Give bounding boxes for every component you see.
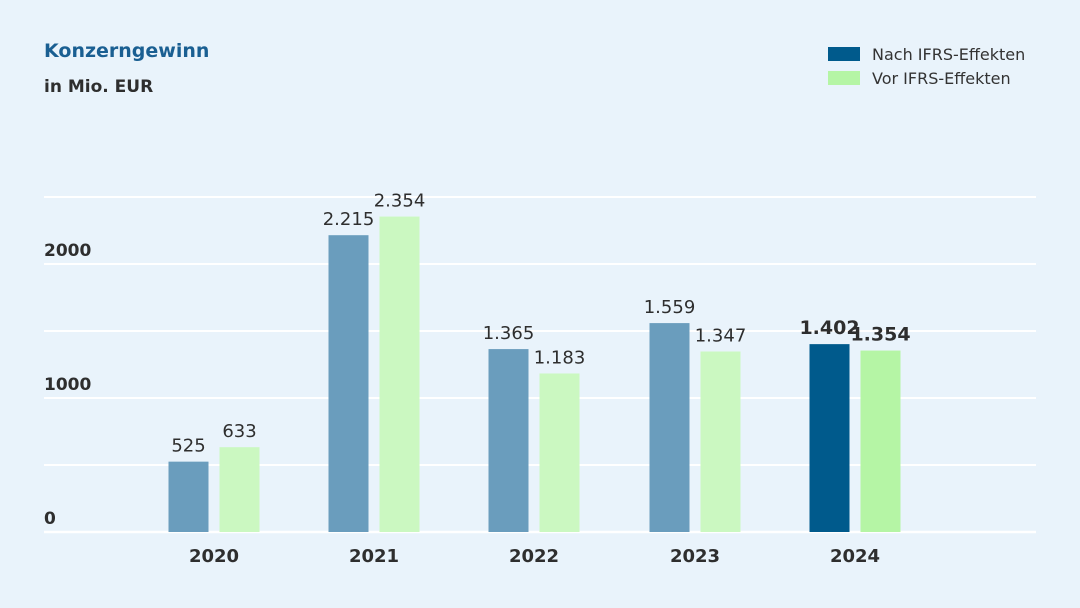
bar-2022-vor-ifrs <box>539 373 580 532</box>
data-label-2023-nach-ifrs: 1.559 <box>644 297 696 318</box>
bar-2023-vor-ifrs <box>700 351 741 532</box>
legend-item-vor-ifrs: Vor IFRS-Effekten <box>828 66 1025 90</box>
data-label-2020-vor-ifrs: 633 <box>222 421 256 442</box>
x-tick-label-2024: 2024 <box>830 546 880 567</box>
y-tick-label: 1000 <box>44 375 91 395</box>
bar-2024-nach-ifrs <box>809 344 850 532</box>
legend-label-nach-ifrs: Nach IFRS-Effekten <box>872 44 1026 64</box>
legend-swatch-nach-ifrs <box>828 47 860 61</box>
legend-item-nach-ifrs: Nach IFRS-Effekten <box>828 42 1025 66</box>
chart-subtitle: in Mio. EUR <box>44 77 154 97</box>
legend-label-vor-ifrs: Vor IFRS-Effekten <box>872 68 1011 88</box>
x-tick-label-2023: 2023 <box>670 546 720 567</box>
data-label-2022-vor-ifrs: 1.183 <box>534 347 586 368</box>
bar-2023-nach-ifrs <box>649 323 690 532</box>
bar-2020-vor-ifrs <box>219 447 260 532</box>
data-label-2023-vor-ifrs: 1.347 <box>695 326 747 347</box>
data-label-2020-nach-ifrs: 525 <box>171 436 205 457</box>
chart-title: Konzerngewinn <box>44 40 210 62</box>
data-label-2021-nach-ifrs: 2.215 <box>323 209 375 230</box>
bar-2022-nach-ifrs <box>488 349 529 532</box>
bar-2021-nach-ifrs <box>328 235 369 532</box>
data-label-2022-nach-ifrs: 1.365 <box>483 323 535 344</box>
y-tick-label: 0 <box>44 509 56 529</box>
data-label-2024-nach-ifrs: 1.402 <box>799 317 859 339</box>
legend: Nach IFRS-Effekten Vor IFRS-Effekten <box>828 42 1025 90</box>
bar-2021-vor-ifrs <box>379 216 420 532</box>
y-tick-label: 2000 <box>44 241 91 261</box>
legend-swatch-vor-ifrs <box>828 71 860 85</box>
bar-2024-vor-ifrs <box>860 350 901 532</box>
x-tick-label-2020: 2020 <box>189 546 239 567</box>
bar-2020-nach-ifrs <box>168 461 209 532</box>
x-tick-label-2021: 2021 <box>349 546 399 567</box>
x-tick-label-2022: 2022 <box>509 546 559 567</box>
data-label-2021-vor-ifrs: 2.354 <box>374 191 426 212</box>
data-label-2024-vor-ifrs: 1.354 <box>850 324 910 346</box>
